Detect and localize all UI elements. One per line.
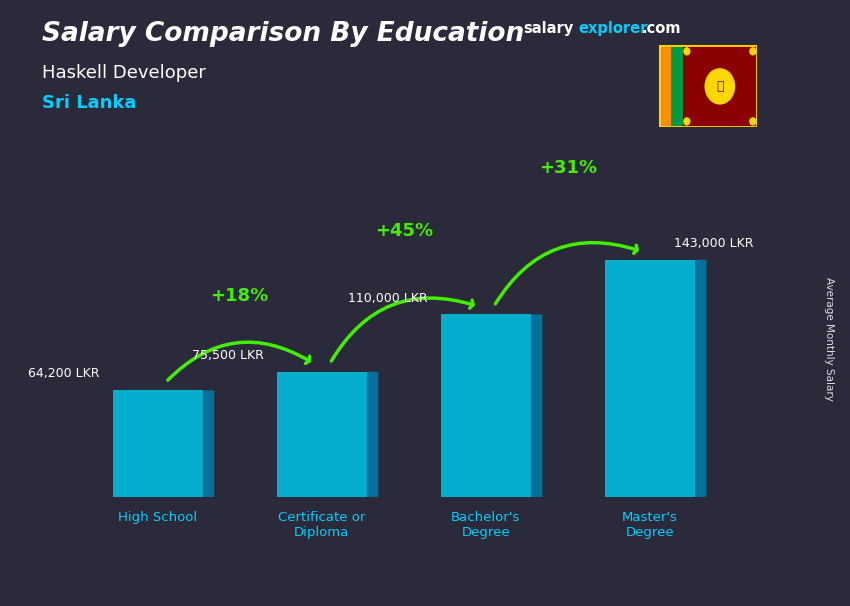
Bar [683,45,756,127]
Circle shape [684,118,690,125]
Text: +31%: +31% [539,159,597,177]
Text: Haskell Developer: Haskell Developer [42,64,207,82]
Text: Sri Lanka: Sri Lanka [42,94,137,112]
Text: +45%: +45% [375,222,433,240]
Circle shape [684,48,690,55]
Circle shape [750,48,756,55]
Text: 75,500 LKR: 75,500 LKR [191,348,264,362]
Text: 𝐋: 𝐋 [716,80,723,93]
Text: 110,000 LKR: 110,000 LKR [348,291,428,305]
Polygon shape [203,390,214,497]
Bar [604,260,695,497]
Text: 64,200 LKR: 64,200 LKR [28,367,99,381]
Bar [659,45,671,127]
Polygon shape [695,260,706,497]
Bar [671,45,683,127]
Bar [276,371,367,497]
Text: Average Monthly Salary: Average Monthly Salary [824,278,834,401]
Text: explorer: explorer [578,21,648,36]
Circle shape [706,69,734,104]
Text: Salary Comparison By Education: Salary Comparison By Education [42,21,524,47]
Polygon shape [531,315,542,497]
Text: +18%: +18% [211,287,269,305]
Bar [440,315,531,497]
Text: salary: salary [523,21,573,36]
Bar [112,390,203,497]
FancyArrowPatch shape [332,298,473,361]
Text: 143,000 LKR: 143,000 LKR [674,237,754,250]
Circle shape [750,118,756,125]
FancyArrowPatch shape [496,242,638,304]
FancyArrowPatch shape [167,342,309,380]
Polygon shape [367,371,378,497]
Text: .com: .com [642,21,681,36]
